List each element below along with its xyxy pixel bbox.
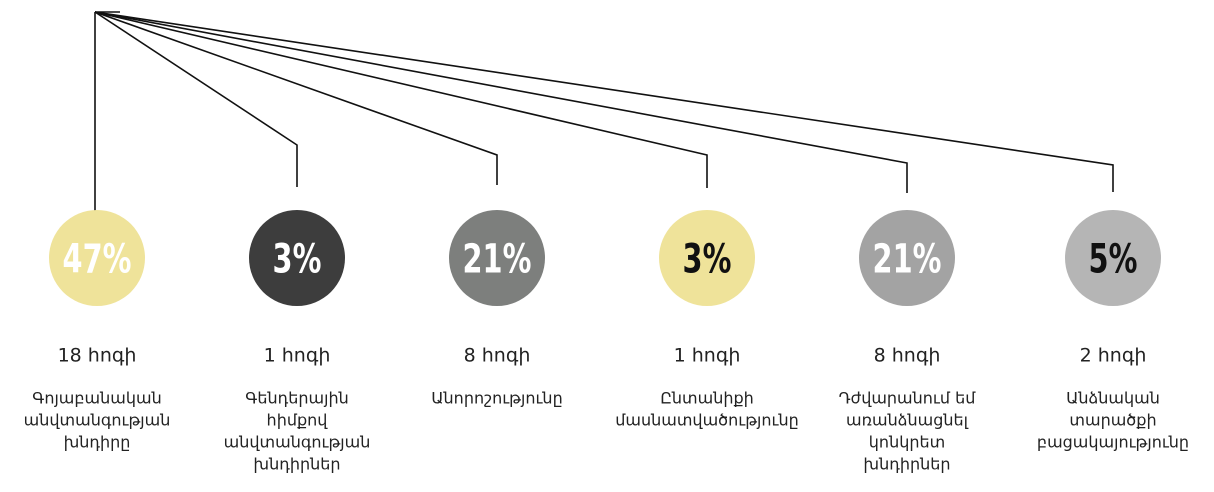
label: Անձնական [1066, 389, 1160, 408]
label: տարածքի [1069, 411, 1156, 430]
connector [94, 11, 908, 193]
label: բացակայությունը [1037, 433, 1189, 452]
connector [94, 11, 1114, 192]
label: Անորոշությունը [431, 389, 562, 408]
label: Ընտանիքի [660, 389, 754, 408]
label: անվտանգության [224, 433, 371, 452]
label: Գոյաբանական [32, 389, 161, 408]
count: 2 հոգի [1080, 345, 1147, 367]
circle [1065, 210, 1161, 306]
circle [249, 210, 345, 306]
count: 8 հոգի [464, 345, 531, 367]
label: մասնատվածությունը [615, 411, 798, 430]
connector [94, 11, 298, 187]
label: խնդիրներ [253, 455, 340, 474]
connector [94, 11, 498, 185]
percent: 3% [683, 237, 732, 283]
count: 1 հոգի [264, 345, 331, 367]
connector [94, 11, 708, 188]
circle [49, 210, 145, 306]
percent: 5% [1089, 237, 1138, 283]
label: անվտանգության [24, 411, 171, 430]
label: Դժվարանում եմ [839, 389, 977, 408]
count: 18 հոգի [58, 345, 137, 367]
percent: 21% [463, 237, 532, 283]
label: խնդիրներ [863, 455, 950, 474]
label: խնդիրը [64, 433, 131, 452]
label: հիմքով [267, 411, 329, 430]
circle [659, 210, 755, 306]
label: առանձնացնել [846, 411, 969, 430]
percent: 21% [873, 237, 942, 283]
count: 8 հոգի [874, 345, 941, 367]
percent: 3% [273, 237, 322, 283]
label: կոնկրետ [869, 433, 945, 452]
label: Գենդերային [245, 389, 348, 408]
percent: 47% [63, 237, 132, 283]
count: 1 հոգի [674, 345, 741, 367]
circle [859, 210, 955, 306]
circle [449, 210, 545, 306]
